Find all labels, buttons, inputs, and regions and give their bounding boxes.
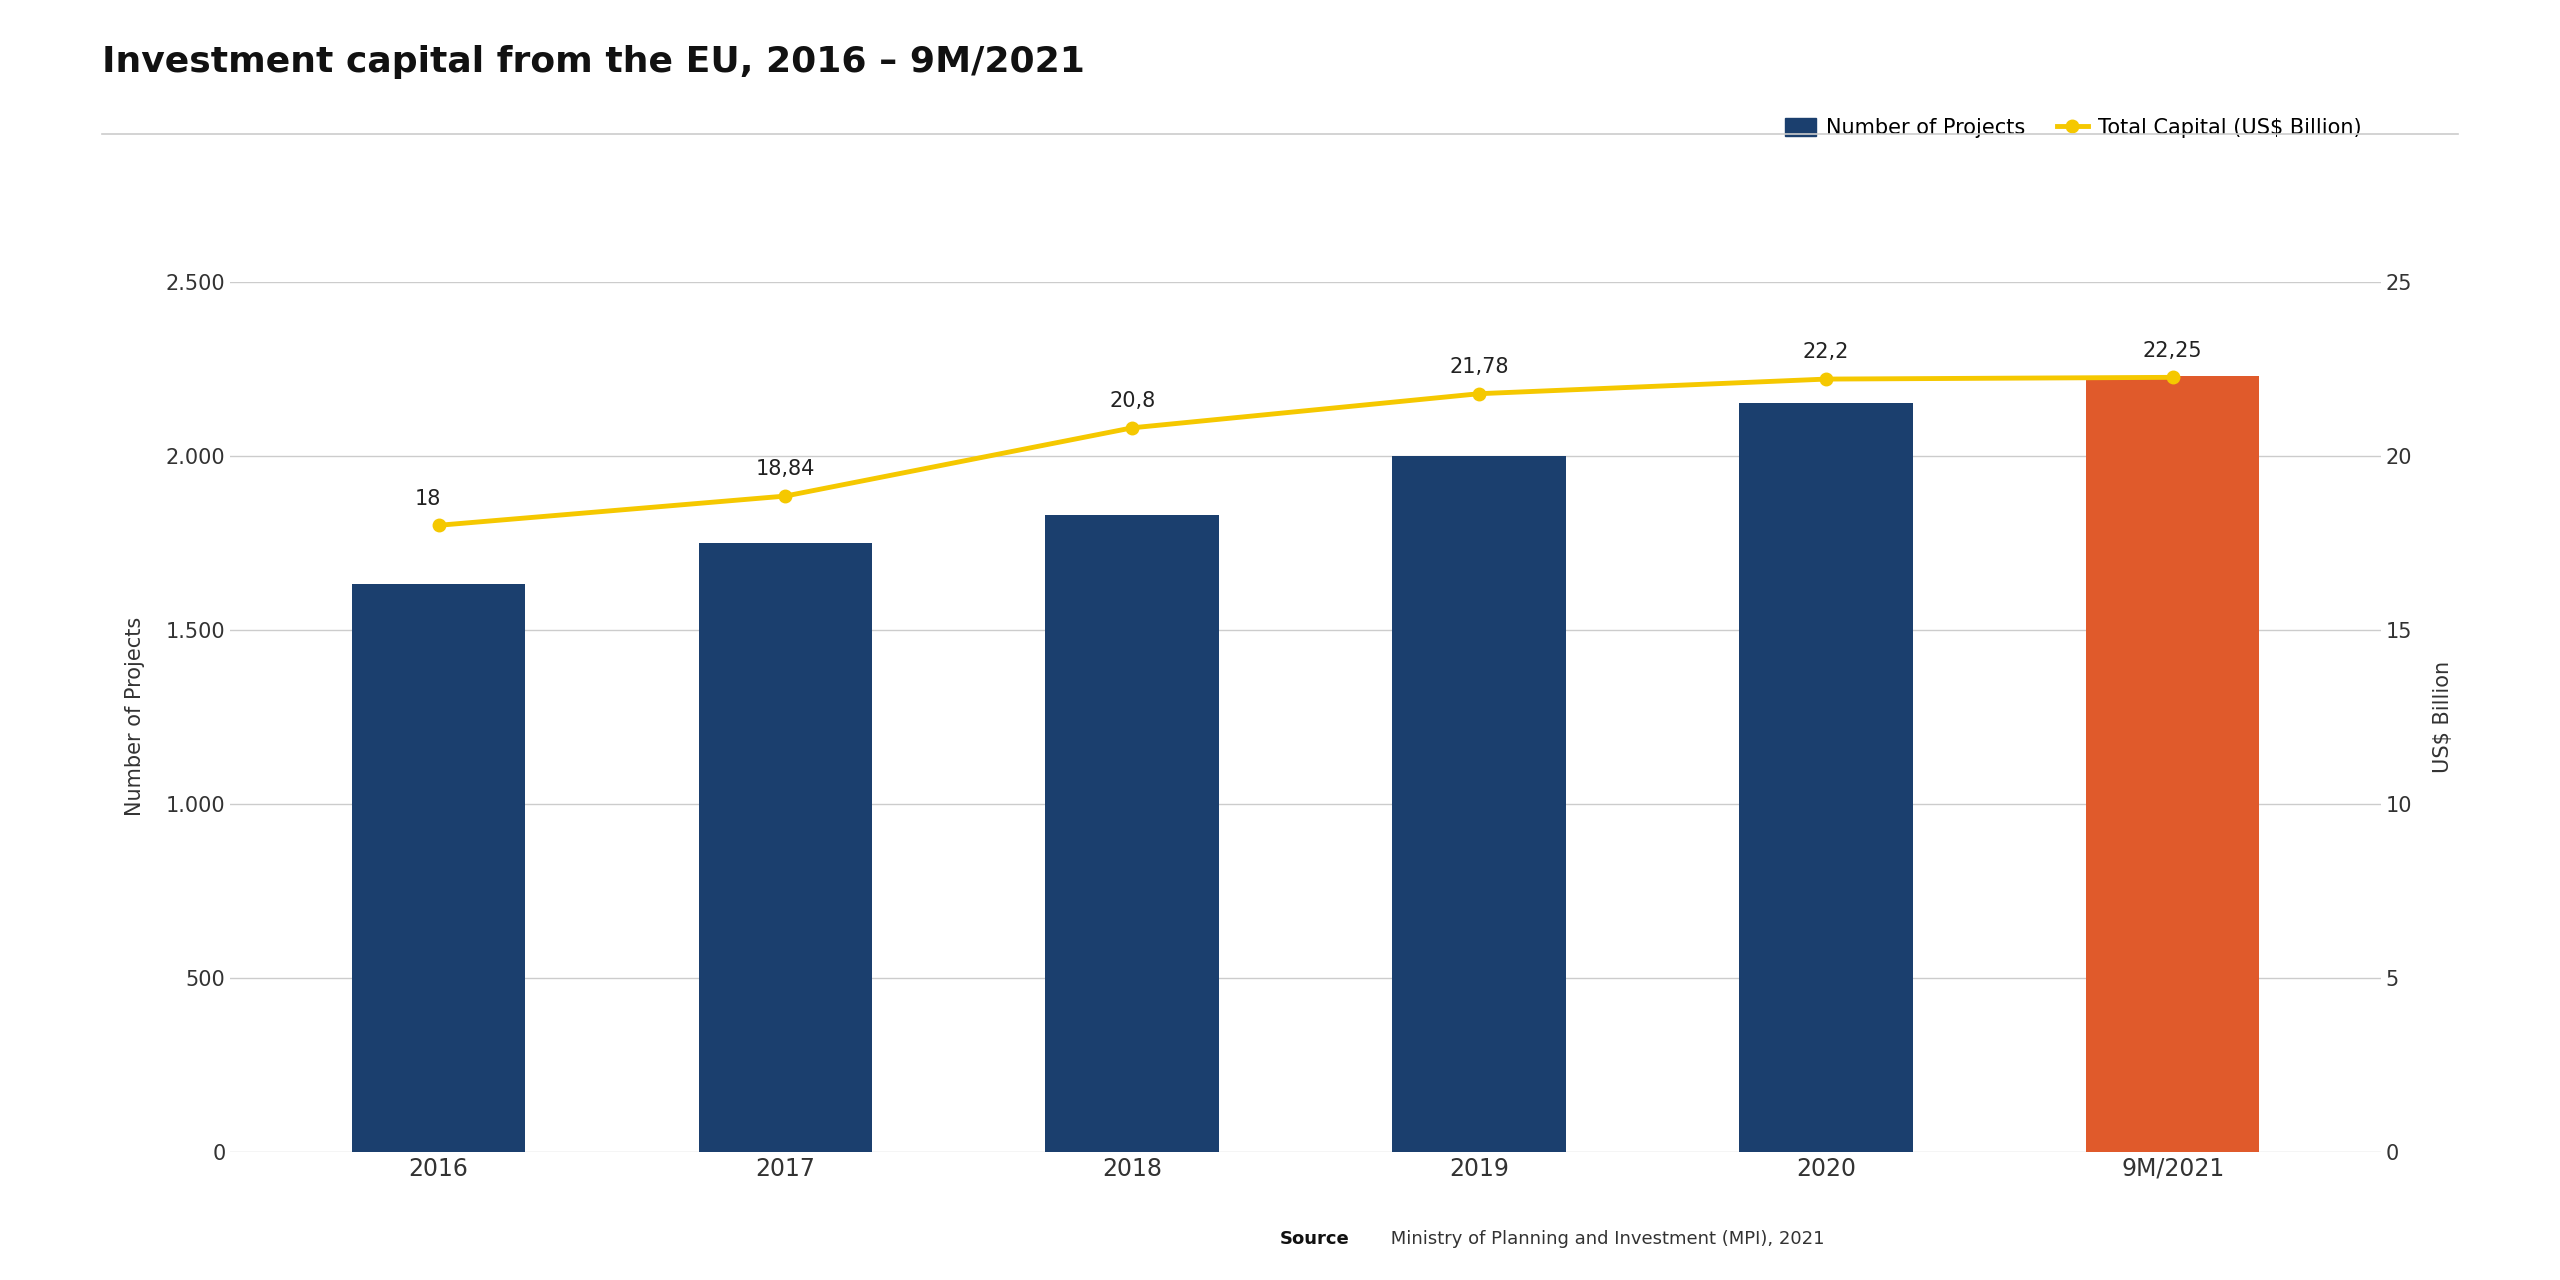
Bar (1738, 403, 1912, 1152)
Text: Ministry of Planning and Investment (MPI), 2021: Ministry of Planning and Investment (MPI… (1385, 1230, 1825, 1248)
Y-axis label: US$ Billion: US$ Billion (2432, 660, 2452, 773)
Text: 18,84: 18,84 (755, 460, 814, 480)
Bar (699, 543, 873, 1152)
Text: 22,2: 22,2 (1802, 343, 1848, 362)
Text: Source: Source (1280, 1230, 1349, 1248)
Text: Investment capital from the EU, 2016 – 9M/2021: Investment capital from the EU, 2016 – 9… (102, 45, 1085, 79)
Text: 20,8: 20,8 (1108, 392, 1155, 411)
Y-axis label: Number of Projects: Number of Projects (125, 617, 146, 817)
Text: 18: 18 (415, 489, 440, 508)
Legend: Number of Projects, Total Capital (US$ Billion): Number of Projects, Total Capital (US$ B… (1777, 109, 2371, 146)
Bar (1393, 456, 1567, 1152)
Text: 22,25: 22,25 (2143, 340, 2202, 361)
Text: 21,78: 21,78 (1449, 357, 1508, 378)
Bar (1044, 515, 1219, 1152)
Bar (351, 585, 525, 1152)
Bar (2086, 375, 2260, 1152)
